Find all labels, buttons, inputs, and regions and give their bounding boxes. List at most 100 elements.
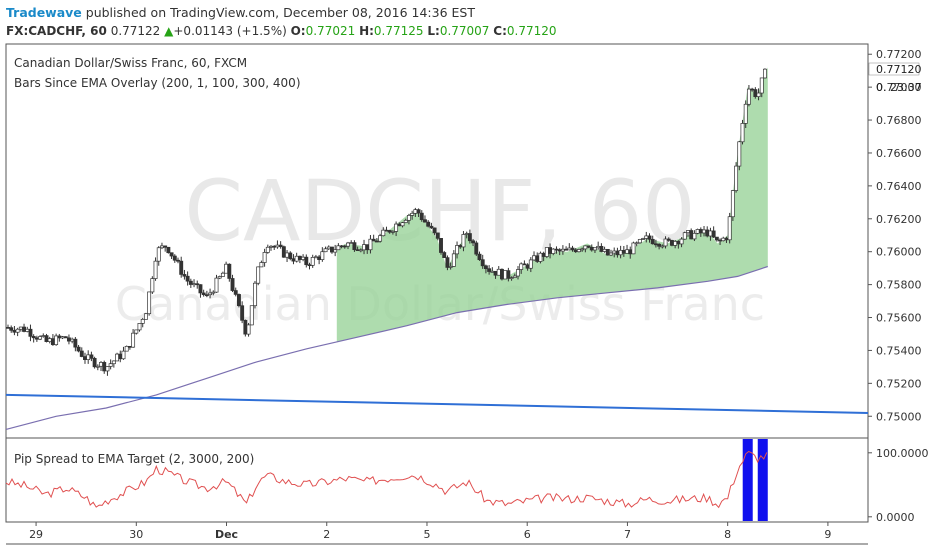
candle-body [663,238,668,247]
candle-body [730,190,735,218]
candle [609,249,613,257]
candle [467,229,472,244]
candle [544,247,549,259]
candle-body [464,233,469,235]
candle [682,231,687,240]
up-arrow-icon: ▲ [164,24,174,38]
candle [483,264,488,274]
candle-body [143,313,148,320]
candle-body [288,252,293,260]
candle-body [22,326,26,332]
candle-body [435,232,440,239]
candle [692,230,697,242]
candle-body [593,247,597,251]
candle-body [240,305,245,321]
lower-plot-layer [5,439,768,521]
candle [233,287,238,297]
candle-body [461,234,466,248]
y-tick-label: 0.76400 [876,180,922,193]
candle [220,271,225,277]
candle [243,319,248,337]
candle-body [509,277,514,279]
candle [140,317,145,328]
candle-body [291,258,296,262]
x-tick-label: 30 [129,528,143,541]
candle-body [557,249,562,252]
author-link[interactable]: Tradewave [6,5,82,20]
candle [663,236,668,249]
candle-body [512,275,517,278]
candle [201,289,206,297]
x-tick-label: 2 [323,528,330,541]
candle-body [666,238,671,241]
candle-body [124,345,129,352]
candle-body [400,222,405,227]
y-tick-label: 0.76600 [876,147,922,160]
signal-bar [742,439,753,521]
candle-body [718,239,723,242]
candle-body [349,242,354,244]
candle [637,238,642,244]
candle-body [63,336,68,339]
candle [730,189,735,221]
candle-body [474,242,479,255]
candle [15,327,20,337]
candle-body [76,346,81,352]
candle [214,274,219,293]
candle-body [394,223,399,232]
candle-body [410,212,415,216]
candle-body [198,284,203,294]
candle-body [307,264,312,267]
candle [445,255,450,271]
symbol-label: FX:CADCHF, 60 [6,24,107,38]
candle-body [426,221,431,227]
published-text: published on TradingView.com, December 0… [81,5,475,20]
candle-body [368,238,373,251]
candle-body [358,249,363,252]
candle-body [41,335,46,337]
candle [320,247,325,262]
candle-body [698,229,703,234]
candle-body [236,294,241,307]
candle-body [105,366,110,372]
high-value: 0.77125 [373,24,424,38]
candle [695,228,700,235]
lower-pane-border [5,437,869,523]
publish-line: Tradewave published on TradingView.com, … [6,5,475,20]
candle [163,245,168,252]
candle [368,235,373,254]
candle-body [554,248,559,251]
candle-body [522,263,527,266]
candle [288,251,293,261]
candle-body [346,242,350,247]
candle [166,246,171,254]
candle-body [224,263,229,274]
candle-body [297,255,302,260]
candle-body [304,256,309,266]
candle-body [378,235,383,242]
candle [150,276,155,294]
candle-body [528,259,533,269]
candle [763,68,767,79]
candle-body [262,252,267,263]
candle-body [317,256,322,260]
candle [358,248,363,253]
candle-body [95,365,100,368]
candle-body [374,240,379,243]
candle [198,284,203,298]
candle [593,247,597,253]
candle-body [746,88,751,105]
candle-body [625,249,629,254]
candle-body [653,243,658,246]
candle [208,288,213,299]
candle [336,243,341,251]
candle-body [612,250,617,254]
candle-body [111,360,116,365]
candle-body [176,259,180,262]
spread-line [5,450,768,509]
candle-body [756,92,761,97]
candle-body [278,244,283,247]
candle-body [403,219,408,223]
candle [28,324,33,342]
